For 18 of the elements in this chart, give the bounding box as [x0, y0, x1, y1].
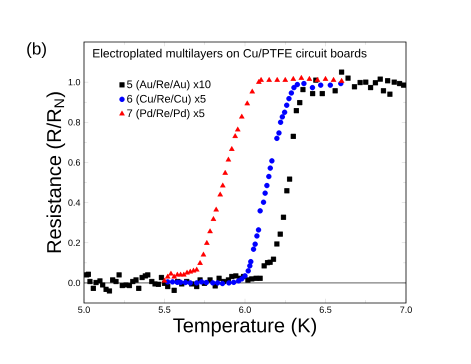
- x-tick-label: 5.0: [78, 306, 90, 313]
- x-axis-title: Temperature (K): [173, 318, 316, 336]
- y-tick-label: 0.0: [68, 280, 80, 286]
- x-tick-label: 6.5: [320, 306, 332, 313]
- y-tick-label: 1.0: [68, 78, 80, 86]
- text: (b): [27, 42, 46, 58]
- text: Electroplated multilayers on Cu/PTFE circuit boards: [93, 48, 367, 60]
- y-tick-label: 0.4: [68, 199, 80, 206]
- x-tick-label: 5.5: [158, 306, 170, 313]
- legend-label: 5 (Au/Re/Au) x10: [127, 80, 211, 90]
- y-tick-label: 0.2: [68, 240, 80, 246]
- y-axis-title: Resistance (R/R$_{N}$): [46, 92, 66, 252]
- legend-label: 6 (Cu/Re/Cu) x5: [127, 94, 206, 105]
- x-tick-label: 7.0: [400, 306, 412, 313]
- y-tick-label: 0.8: [68, 119, 80, 126]
- x-tick-label: 6.0: [239, 306, 251, 313]
- legend-label: 7 (Pd/Re/Pd) x5: [127, 109, 204, 120]
- y-tick-label: 0.6: [68, 159, 80, 166]
